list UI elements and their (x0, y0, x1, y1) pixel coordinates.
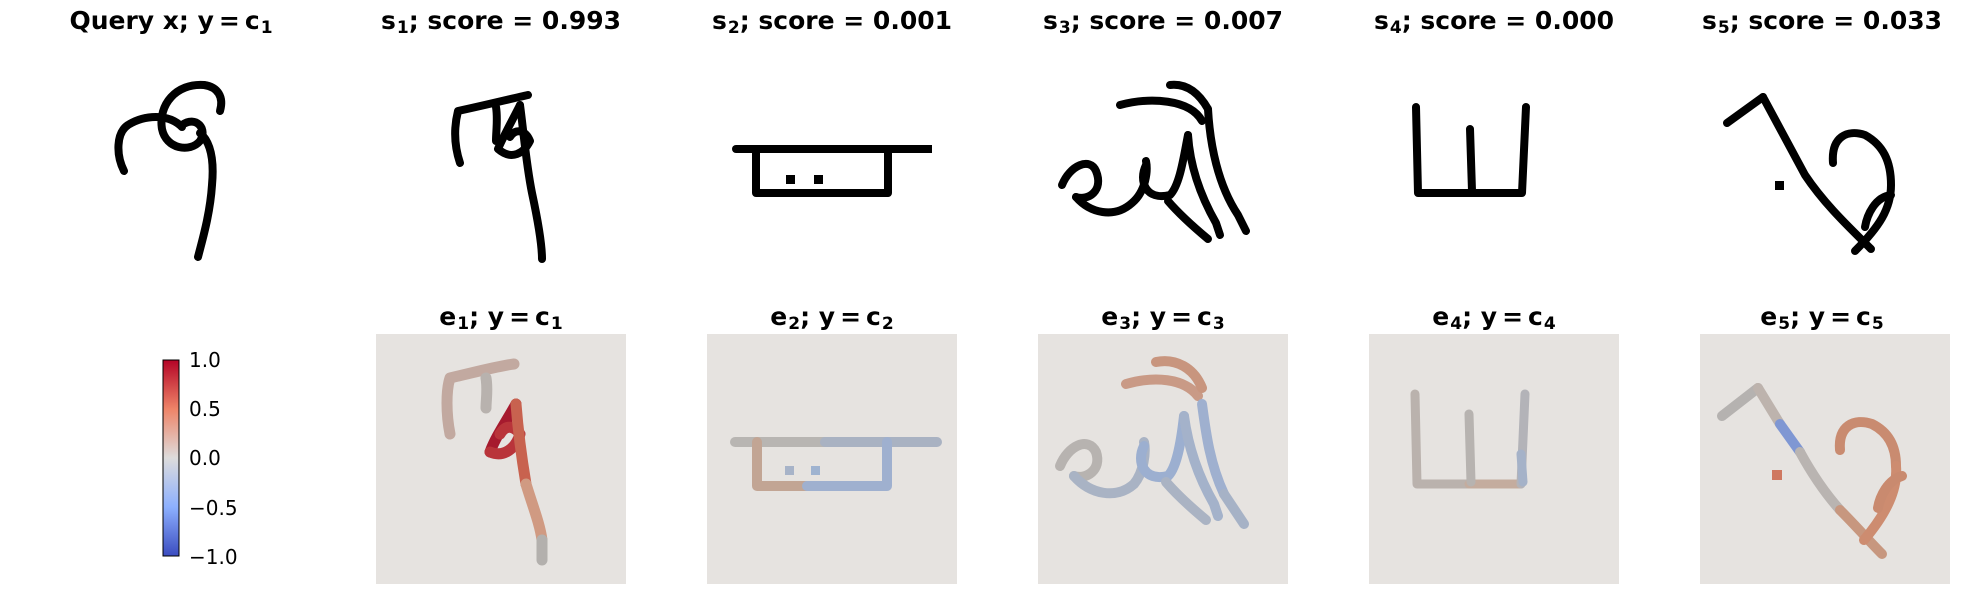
colorbar-tick: 0.5 (189, 397, 221, 421)
support-1-glyph-image (400, 45, 600, 275)
colorbar (162, 359, 182, 557)
query-title: Query x; y = c1 (69, 6, 273, 38)
colorbar-tick: 1.0 (189, 348, 221, 372)
explanation-5-title: e5; y = c5 (1760, 302, 1884, 334)
support-3-title: s3; score = 0.007 (1042, 6, 1284, 38)
support-2-title: s2; score = 0.001 (711, 6, 953, 38)
support-4-title: s4; score = 0.000 (1373, 6, 1615, 38)
explanation-2-heatmap (707, 334, 957, 584)
explanation-5-heatmap (1700, 334, 1950, 584)
colorbar-tick: −1.0 (189, 545, 238, 569)
support-2-glyph-image (732, 45, 932, 275)
explanation-3-title: e3; y = c3 (1101, 302, 1225, 334)
explanation-4-heatmap (1369, 334, 1619, 584)
query-glyph-image (72, 45, 272, 275)
explanation-1-heatmap (376, 334, 626, 584)
explanation-2-title: e2; y = c2 (770, 302, 894, 334)
support-1-title: s1; score = 0.993 (380, 6, 622, 38)
explanation-4-title: e4; y = c4 (1432, 302, 1556, 334)
explanation-3-heatmap (1038, 334, 1288, 584)
colorbar-tick: −0.5 (189, 496, 238, 520)
support-3-glyph-image (1050, 45, 1280, 275)
explanation-1-title: e1; y = c1 (439, 302, 563, 334)
colorbar-gradient (162, 359, 180, 557)
support-5-title: s5; score = 0.033 (1701, 6, 1943, 38)
support-4-glyph-image (1380, 45, 1580, 275)
colorbar-tick: 0.0 (189, 446, 221, 470)
support-5-glyph-image (1715, 45, 1925, 275)
